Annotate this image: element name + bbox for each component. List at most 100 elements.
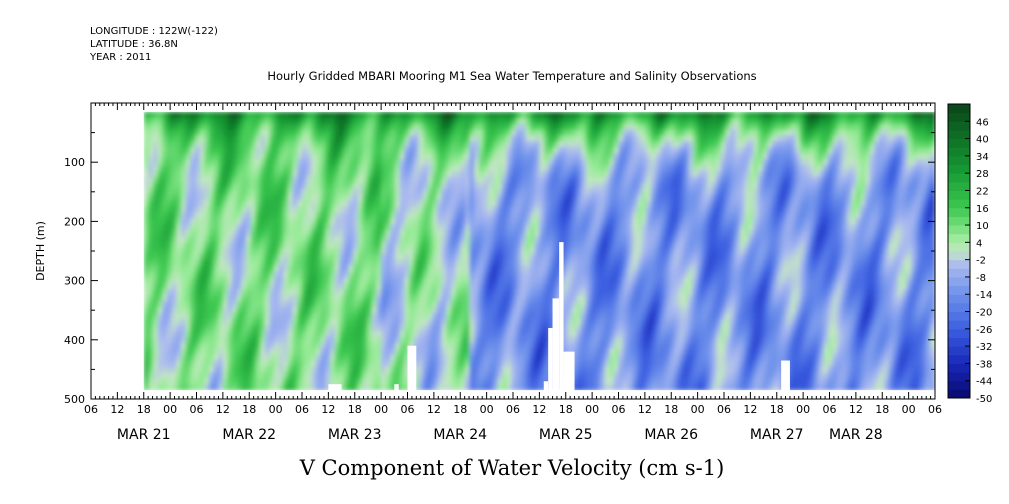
heatmap-cell [613, 283, 620, 291]
heatmap-cell [455, 307, 461, 314]
heatmap-cell [236, 141, 243, 148]
heatmap-cell [199, 248, 205, 255]
heatmap-cell [297, 372, 303, 379]
heatmap-cell [395, 301, 401, 308]
heatmap-cell [367, 147, 373, 154]
heatmap-cell [613, 212, 620, 220]
heatmap-cell [148, 259, 154, 267]
heatmap-cell [520, 295, 527, 302]
heatmap-cell [143, 259, 149, 267]
heatmap-cell [427, 360, 433, 368]
heatmap-cell [190, 265, 196, 273]
heatmap-cell [385, 307, 392, 314]
heatmap-cell [153, 295, 159, 302]
heatmap-cell [609, 182, 615, 190]
heatmap-cell [264, 200, 271, 208]
heatmap-cell [376, 265, 382, 273]
heatmap-cell [171, 165, 177, 172]
heatmap-cell [362, 224, 368, 231]
heatmap-cell [571, 253, 578, 261]
heatmap-cell [436, 253, 443, 261]
heatmap-cell [511, 129, 517, 137]
heatmap-cell [362, 372, 368, 379]
heatmap-cell [385, 129, 392, 137]
heatmap-cell [511, 307, 517, 314]
heatmap-cell [362, 129, 368, 137]
heatmap-cell [302, 384, 308, 391]
heatmap-cell [450, 117, 457, 125]
heatmap-cell [399, 230, 405, 237]
heatmap-cell [157, 200, 163, 208]
heatmap-cell [171, 194, 177, 202]
heatmap-cell [246, 325, 252, 332]
heatmap-cell [436, 248, 443, 255]
heatmap-cell [325, 372, 331, 379]
heatmap-cell [264, 171, 271, 178]
heatmap-cell [339, 182, 345, 190]
heatmap-cell [399, 194, 405, 202]
heatmap-cell [506, 236, 513, 243]
heatmap-cell [562, 271, 568, 279]
heatmap-cell [516, 123, 522, 131]
heatmap-cell [171, 212, 177, 220]
heatmap-cell [446, 135, 452, 143]
heatmap-cell [441, 330, 447, 338]
heatmap-cell [278, 248, 284, 255]
heatmap-cell [311, 277, 317, 285]
heatmap-cell [423, 135, 429, 143]
heatmap-cell [348, 313, 354, 320]
heatmap-cell [553, 153, 559, 160]
heatmap-cell [585, 165, 592, 172]
heatmap-cell [274, 259, 280, 267]
heatmap-cell [409, 147, 415, 154]
heatmap-cell [157, 253, 163, 261]
heatmap-cell [180, 313, 187, 320]
heatmap-cell [409, 236, 415, 243]
heatmap-cell [418, 295, 424, 302]
heatmap-cell [157, 194, 163, 202]
heatmap-cell [385, 188, 392, 196]
heatmap-cell [260, 265, 266, 273]
heatmap-cell [227, 147, 233, 154]
heatmap-cell [571, 123, 578, 131]
heatmap-cell [315, 153, 322, 160]
heatmap-cell [376, 165, 382, 172]
heatmap-cell [190, 111, 196, 119]
heatmap-cell [339, 366, 345, 373]
heatmap-cell [255, 354, 261, 362]
heatmap-cell [599, 301, 606, 308]
heatmap-cell [604, 206, 610, 214]
heatmap-cell [283, 141, 289, 148]
heatmap-cell [334, 259, 340, 267]
heatmap-cell [618, 248, 624, 255]
heatmap-cell [432, 230, 438, 237]
heatmap-cell [218, 342, 224, 350]
heatmap-cell [483, 253, 489, 261]
heatmap-cell [371, 330, 378, 338]
heatmap-cell [432, 194, 438, 202]
heatmap-cell [450, 248, 457, 255]
heatmap-cell [632, 330, 638, 338]
heatmap-cell [260, 325, 266, 332]
heatmap-cell [208, 354, 215, 362]
heatmap-cell [553, 224, 559, 231]
heatmap-cell [409, 301, 415, 308]
heatmap-cell [153, 135, 159, 143]
heatmap-cell [292, 212, 298, 220]
heatmap-cell [190, 212, 196, 220]
heatmap-cell [585, 212, 592, 220]
heatmap-cell [255, 319, 261, 326]
heatmap-cell [423, 129, 429, 137]
heatmap-cell [292, 224, 298, 231]
heatmap-cell [492, 354, 499, 362]
heatmap-cell [469, 319, 475, 326]
heatmap-cell [180, 253, 187, 261]
heatmap-cell [399, 336, 405, 344]
heatmap-cell [599, 165, 606, 172]
heatmap-cell [478, 147, 485, 154]
heatmap-cell [208, 194, 215, 202]
heatmap-cell [413, 253, 419, 261]
heatmap-cell [599, 336, 606, 344]
heatmap-cell [525, 129, 531, 137]
